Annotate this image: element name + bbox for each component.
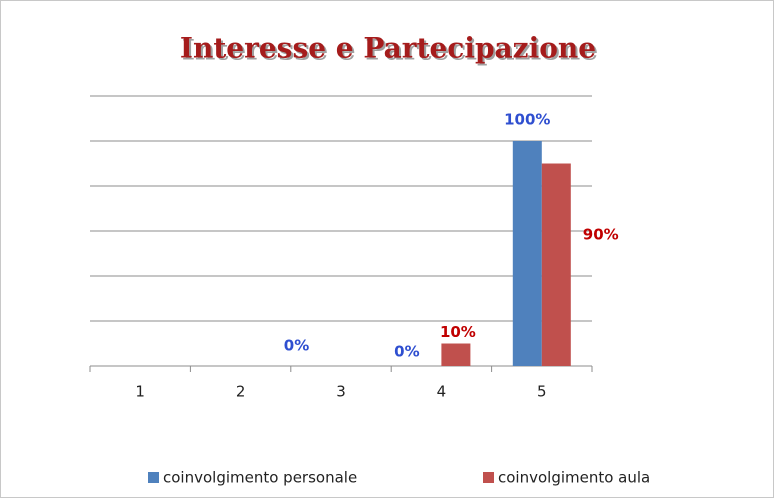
chart-title-shadow: Interesse e Partecipazione [182,34,598,67]
data-label: 90% [583,225,619,243]
data-label: 100% [504,111,550,129]
chart-title: Interesse e Partecipazione [180,32,596,65]
x-tick-label: 4 [437,383,447,401]
x-tick-label: 3 [336,383,346,401]
x-tick-label: 2 [236,383,246,401]
data-label: 10% [440,323,476,341]
x-tick-label: 5 [537,383,547,401]
legend-label: coinvolgimento aula [498,469,650,487]
legend-swatch [483,472,494,483]
bar [541,163,571,366]
bar [512,141,542,366]
data-label: 0% [394,343,419,361]
legend-label: coinvolgimento personale [163,469,357,487]
legend-swatch [148,472,159,483]
x-tick-label: 1 [135,383,145,401]
data-label: 0% [284,337,309,355]
bar [441,343,471,366]
